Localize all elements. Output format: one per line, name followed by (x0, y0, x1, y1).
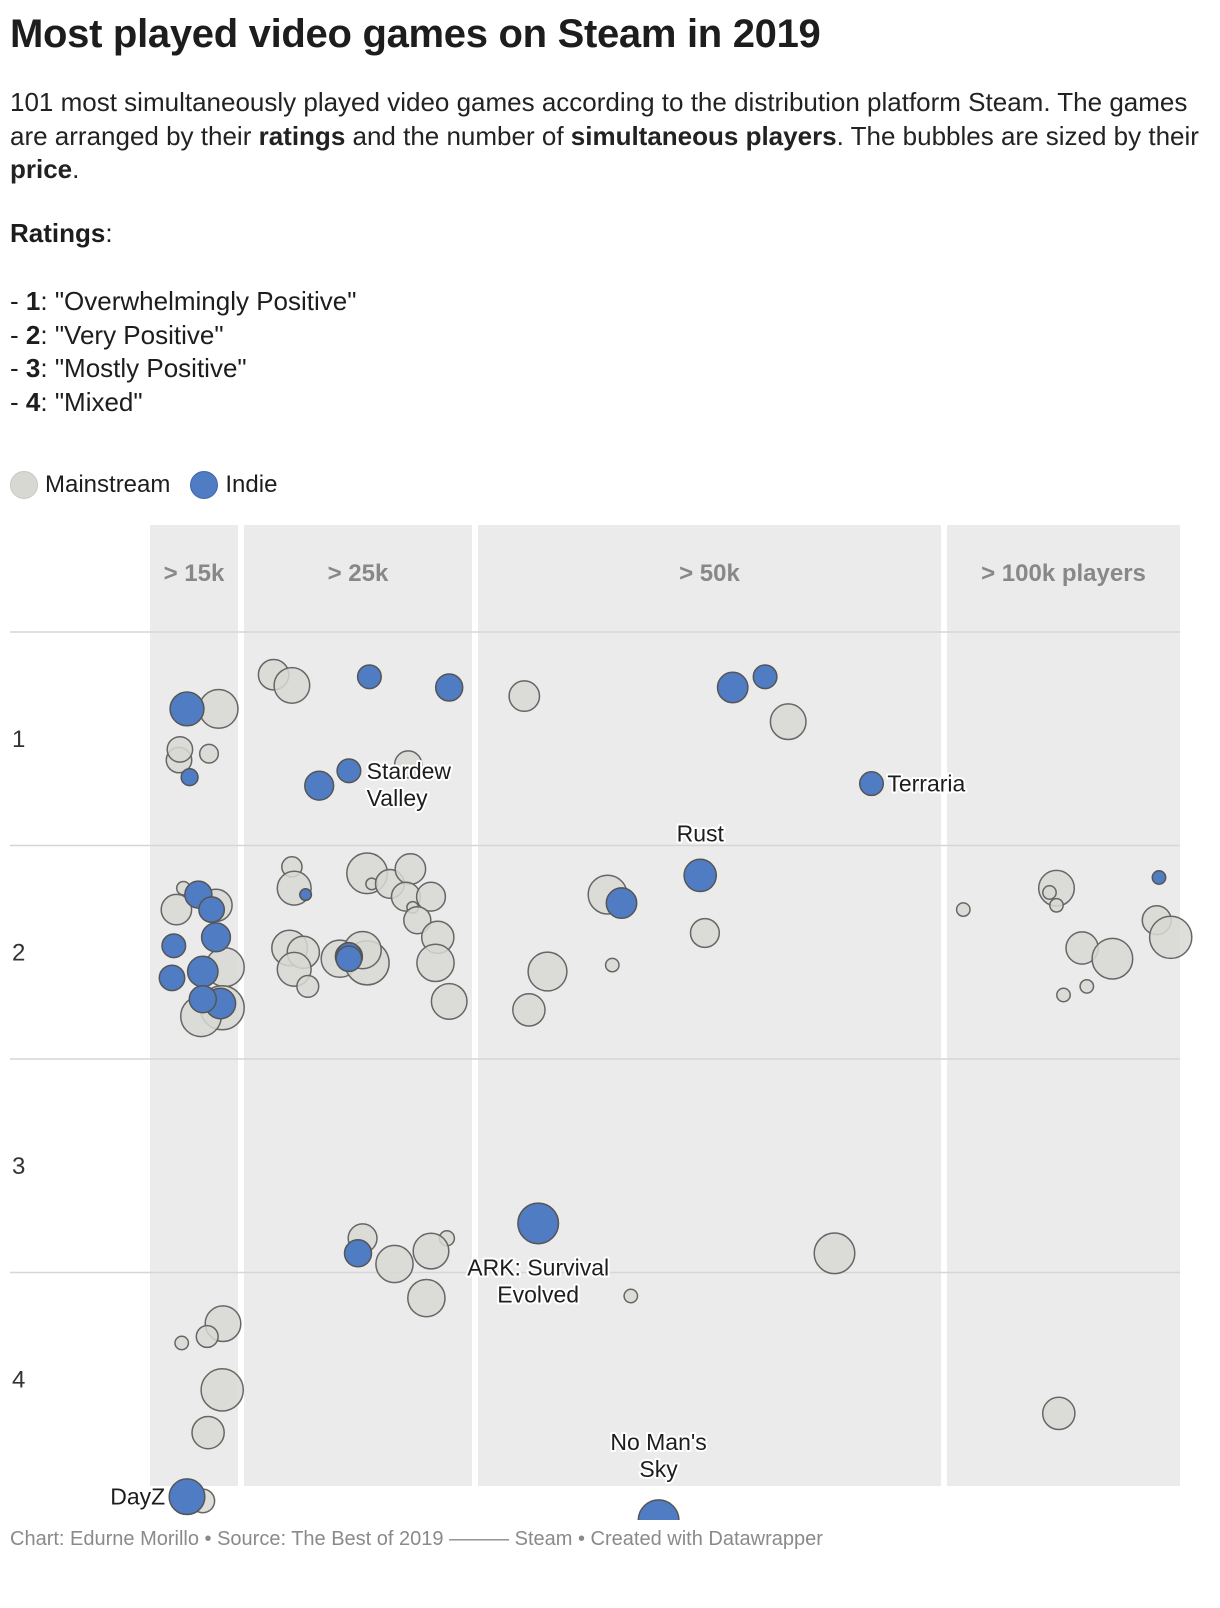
mainstream-bubble (623, 1288, 639, 1304)
indie-bubble (186, 955, 219, 988)
indie-bubble (517, 1202, 560, 1245)
indie-bubble (158, 964, 186, 992)
mainstream-bubble (296, 974, 320, 999)
bubble-chart: > 15k > 25k > 50k > 100k players 1 2 3 4 DayZ Sta… (10, 525, 1193, 1520)
bubble-annotation: Valley (367, 785, 428, 811)
mainstream-bubble (198, 688, 239, 730)
indie-bubble (858, 771, 885, 797)
column-header: > 50k (679, 560, 740, 587)
mainstream-bubble (508, 680, 541, 713)
legend-swatch-indie (190, 471, 219, 499)
mainstream-bubble (1091, 937, 1134, 980)
chart-description: 101 most simultaneously played video gam… (10, 87, 1199, 184)
mainstream-bubble (415, 881, 447, 912)
indie-bubble (343, 1239, 373, 1268)
page-title: Most played video games on Steam in 2019 (10, 12, 821, 56)
mainstream-bubble (416, 943, 455, 983)
indie-bubble (188, 984, 218, 1014)
indie-bubble (200, 922, 232, 953)
ratings-heading: Ratings: (10, 218, 113, 248)
bubble-annotation: ARK: Survival (467, 1255, 609, 1281)
indie-bubble (304, 770, 335, 801)
mainstream-bubble (393, 750, 423, 779)
column-band (947, 525, 1180, 1486)
legend-item-indie: Indie (190, 471, 277, 499)
indie-bubble (169, 691, 205, 727)
indie-bubble (637, 1499, 680, 1520)
indie-bubble (335, 945, 363, 973)
indie-bubble (1151, 870, 1167, 885)
indie-bubble (434, 673, 464, 702)
mainstream-bubble (769, 703, 807, 741)
legend-swatch-mainstream (10, 471, 38, 499)
bubble-annotation: Sky (639, 1456, 678, 1482)
row-label: 4 (12, 1366, 25, 1393)
mainstream-bubble (1042, 885, 1057, 900)
mainstream-bubble (1079, 978, 1095, 994)
mainstream-bubble (195, 1324, 219, 1349)
mainstream-bubble (166, 735, 194, 763)
mainstream-bubble (160, 893, 193, 926)
legend-label-mainstream: Mainstream (45, 471, 171, 498)
mainstream-bubble (430, 982, 468, 1020)
row-label: 2 (12, 939, 25, 966)
mainstream-bubble (1049, 897, 1064, 913)
mainstream-bubble (200, 1368, 245, 1412)
column-header: > 100k players (981, 560, 1146, 587)
mainstream-bubble (604, 957, 620, 973)
indie-bubble (299, 888, 313, 902)
column-header: > 15k (164, 560, 225, 587)
mainstream-bubble (813, 1232, 856, 1275)
rating-item: - 3: "Mostly Positive" (10, 353, 247, 383)
mainstream-bubble (955, 902, 971, 918)
legend-label-indie: Indie (225, 471, 278, 498)
bubble-annotation: Terraria (887, 771, 965, 797)
column-band (478, 525, 941, 1486)
mainstream-bubble (407, 1278, 446, 1318)
row-label: 3 (12, 1153, 25, 1180)
indie-bubble (168, 1478, 206, 1516)
bubble-annotation: Evolved (497, 1282, 579, 1308)
ratings-list: - 1: "Overwhelmingly Positive" - 2: "Ver… (10, 285, 356, 419)
mainstream-bubble (1148, 915, 1193, 960)
indie-bubble (683, 858, 718, 893)
mainstream-bubble (403, 905, 432, 935)
row-label: 1 (12, 726, 25, 753)
mainstream-bubble (412, 1232, 450, 1270)
mainstream-bubble (174, 1335, 190, 1351)
indie-bubble (161, 933, 187, 959)
legend-item-mainstream: Mainstream (10, 471, 170, 499)
mainstream-bubble (394, 853, 427, 885)
legend: Mainstream Indie (10, 471, 297, 499)
bubble-annotation: DayZ (110, 1484, 165, 1510)
bubble-annotation: Stardew (367, 758, 452, 784)
indie-bubble (752, 664, 778, 690)
mainstream-bubble (198, 743, 220, 764)
indie-bubble (356, 664, 382, 690)
mainstream-bubble (527, 951, 568, 992)
indie-bubble (180, 768, 199, 787)
mainstream-bubble (273, 666, 311, 704)
mainstream-bubble (191, 1415, 225, 1450)
indie-bubble (198, 896, 226, 924)
mainstream-bubble (689, 917, 721, 949)
column-header: > 25k (328, 560, 389, 587)
mainstream-bubble (512, 993, 546, 1027)
rating-item: - 1: "Overwhelmingly Positive" (10, 286, 357, 316)
indie-bubble (336, 758, 362, 784)
mainstream-bubble (1056, 987, 1071, 1003)
rating-item: - 4: "Mixed" (10, 386, 143, 417)
mainstream-bubble (375, 1244, 414, 1284)
bubble-annotation: No Man's (610, 1429, 706, 1455)
indie-bubble (605, 887, 638, 920)
bubble-annotation: Rust (677, 820, 725, 846)
indie-bubble (716, 671, 749, 704)
footer-credits: Chart: Edurne Morillo • Source: The Best… (10, 1528, 823, 1550)
rating-item: - 2: "Very Positive" (10, 319, 224, 350)
mainstream-bubble (1041, 1396, 1076, 1431)
